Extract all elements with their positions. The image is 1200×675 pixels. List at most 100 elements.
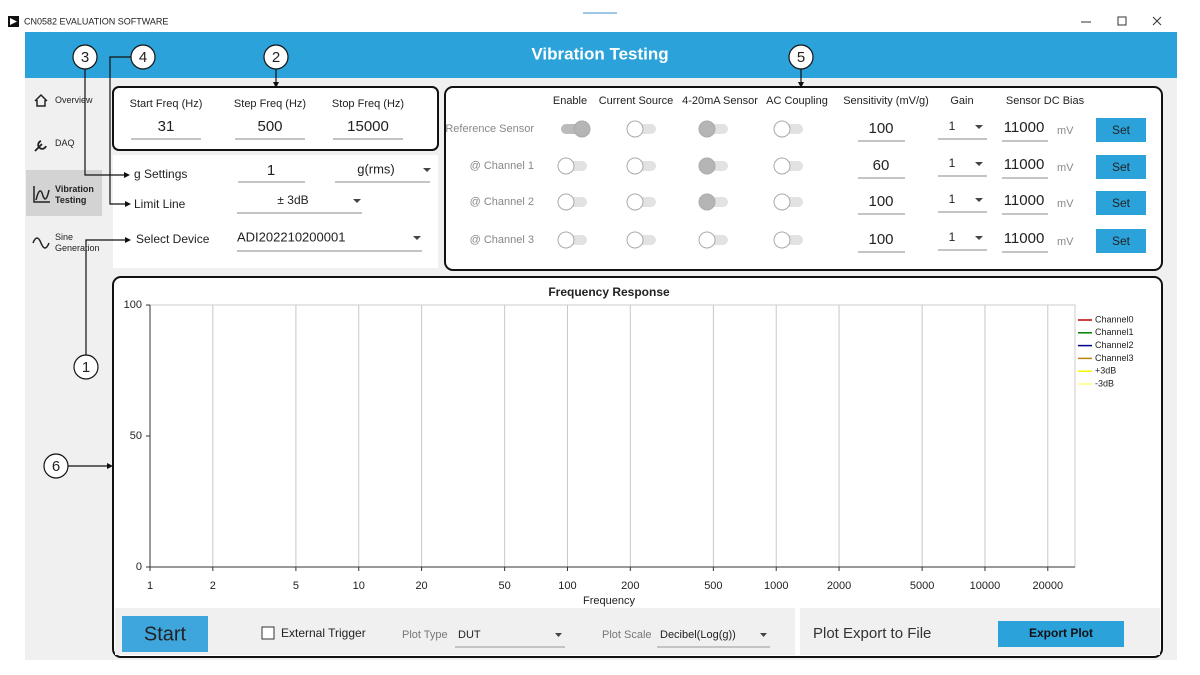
- sensitivity-value[interactable]: 100: [868, 120, 893, 137]
- set-label: Set: [1112, 160, 1131, 174]
- dropdown-caret: [423, 168, 431, 172]
- dropdown-caret: [413, 236, 421, 240]
- external-trigger-label: External Trigger: [281, 626, 366, 640]
- bias-value[interactable]: 11000: [1004, 192, 1045, 209]
- plot-type-caret: [555, 633, 562, 637]
- legend-label: Channel1: [1095, 327, 1134, 337]
- sensor-label: @ Channel 2: [470, 196, 534, 208]
- freq-value[interactable]: 31: [158, 118, 175, 135]
- set-button[interactable]: [1096, 191, 1146, 215]
- sensor-header: Sensor DC Bias: [1006, 95, 1085, 107]
- bias-value[interactable]: 11000: [1004, 119, 1045, 136]
- gain-value[interactable]: 1: [949, 230, 956, 244]
- callout-arrowheads: [107, 82, 804, 469]
- header-bar: [25, 32, 1177, 78]
- app-logo-mark: [10, 18, 17, 25]
- plot-scale-label: Plot Scale: [602, 629, 652, 641]
- callout-circle: [73, 354, 99, 380]
- toggle-knob: [773, 231, 791, 249]
- set-button[interactable]: [1096, 155, 1146, 179]
- toggle-knob: [557, 231, 575, 249]
- toggle-knob: [773, 157, 791, 175]
- callout-circle: [130, 44, 156, 70]
- sidebar-item[interactable]: Vibration Testing: [55, 184, 94, 205]
- toggle-knob: [698, 231, 716, 249]
- sensor-label: @ Channel 3: [470, 234, 534, 246]
- gain-value[interactable]: 1: [949, 156, 956, 170]
- freq-value[interactable]: 15000: [347, 118, 389, 135]
- g-value[interactable]: 1: [267, 162, 275, 179]
- icon-sine: [32, 237, 50, 249]
- toggle-knob: [773, 193, 791, 211]
- callout-circle: [43, 453, 69, 479]
- bias-unit: mV: [1057, 162, 1074, 174]
- legend-label: -3dB: [1095, 378, 1114, 388]
- external-trigger-checkbox[interactable]: [261, 626, 275, 640]
- close[interactable]: [1152, 16, 1162, 26]
- export-label: Plot Export to File: [813, 625, 931, 642]
- callout-lines: [68, 56, 802, 467]
- plot-area: [149, 304, 1076, 568]
- gain-value[interactable]: 1: [949, 192, 956, 206]
- legend-label: +3dB: [1095, 366, 1116, 376]
- sensor-header: 4-20mA Sensor: [682, 95, 758, 107]
- sensor-label: @ Channel 1: [470, 160, 534, 172]
- legend-label: Channel3: [1095, 353, 1134, 363]
- x-tick-label: 500: [704, 580, 722, 592]
- x-tick-label: 10: [353, 580, 365, 592]
- dropdown-caret: [975, 125, 983, 129]
- limit-value[interactable]: ± 3dB: [277, 193, 308, 207]
- sensor-header: Enable: [553, 95, 587, 107]
- plot-type-value[interactable]: DUT: [458, 629, 481, 641]
- dropdown-caret: [975, 162, 983, 166]
- device-value[interactable]: ADI202210200001: [237, 229, 345, 244]
- export-button[interactable]: [998, 621, 1124, 647]
- bias-unit: mV: [1057, 236, 1074, 248]
- bias-unit: mV: [1057, 198, 1074, 210]
- freq-value[interactable]: 500: [257, 118, 282, 135]
- bias-value[interactable]: 11000: [1004, 230, 1045, 247]
- callout-number: 5: [797, 49, 805, 66]
- toggle-knob: [626, 231, 644, 249]
- start-button[interactable]: [122, 616, 208, 652]
- restore[interactable]: [1117, 16, 1127, 26]
- sensor-header: AC Coupling: [766, 95, 828, 107]
- sidebar-item[interactable]: DAQ: [55, 138, 75, 148]
- x-tick-label: 10000: [970, 580, 1001, 592]
- dropdown-caret: [975, 236, 983, 240]
- y-tick-label: 100: [124, 299, 142, 311]
- gain-value[interactable]: 1: [949, 119, 956, 133]
- x-tick-label: 5000: [910, 580, 934, 592]
- set-button[interactable]: [1096, 118, 1146, 142]
- sidebar-item[interactable]: Overview: [55, 95, 93, 105]
- y-tick-label: 0: [136, 561, 142, 573]
- dropdown-caret: [975, 198, 983, 202]
- set-button[interactable]: [1096, 229, 1146, 253]
- sidebar-item[interactable]: Sine Generation: [55, 232, 100, 253]
- sensitivity-value[interactable]: 100: [868, 193, 893, 210]
- sensitivity-value[interactable]: 60: [873, 157, 890, 174]
- bias-value[interactable]: 11000: [1004, 156, 1045, 173]
- icon-vibration: [33, 186, 50, 203]
- plot-type-label: Plot Type: [402, 629, 448, 641]
- legend-label: Channel0: [1095, 314, 1134, 324]
- toggle-knob: [573, 120, 591, 138]
- toggle-knob: [626, 157, 644, 175]
- toggle-knob: [698, 193, 716, 211]
- callout-circle: [72, 44, 98, 70]
- icon-home: [34, 93, 48, 107]
- toggle-knob: [698, 120, 716, 138]
- callout-number: 1: [82, 359, 90, 376]
- sensitivity-value[interactable]: 100: [868, 231, 893, 248]
- callout-circle: [788, 44, 814, 70]
- y-tick-label: 50: [130, 430, 142, 442]
- x-tick-label: 20000: [1032, 580, 1063, 592]
- callout-number: 2: [272, 49, 280, 66]
- toggle-knob: [626, 193, 644, 211]
- freq-label: Stop Freq (Hz): [332, 98, 404, 110]
- g-unit[interactable]: g(rms): [357, 161, 395, 176]
- plot-scale-value[interactable]: Decibel(Log(g)): [660, 629, 736, 641]
- set-label: Set: [1112, 196, 1131, 210]
